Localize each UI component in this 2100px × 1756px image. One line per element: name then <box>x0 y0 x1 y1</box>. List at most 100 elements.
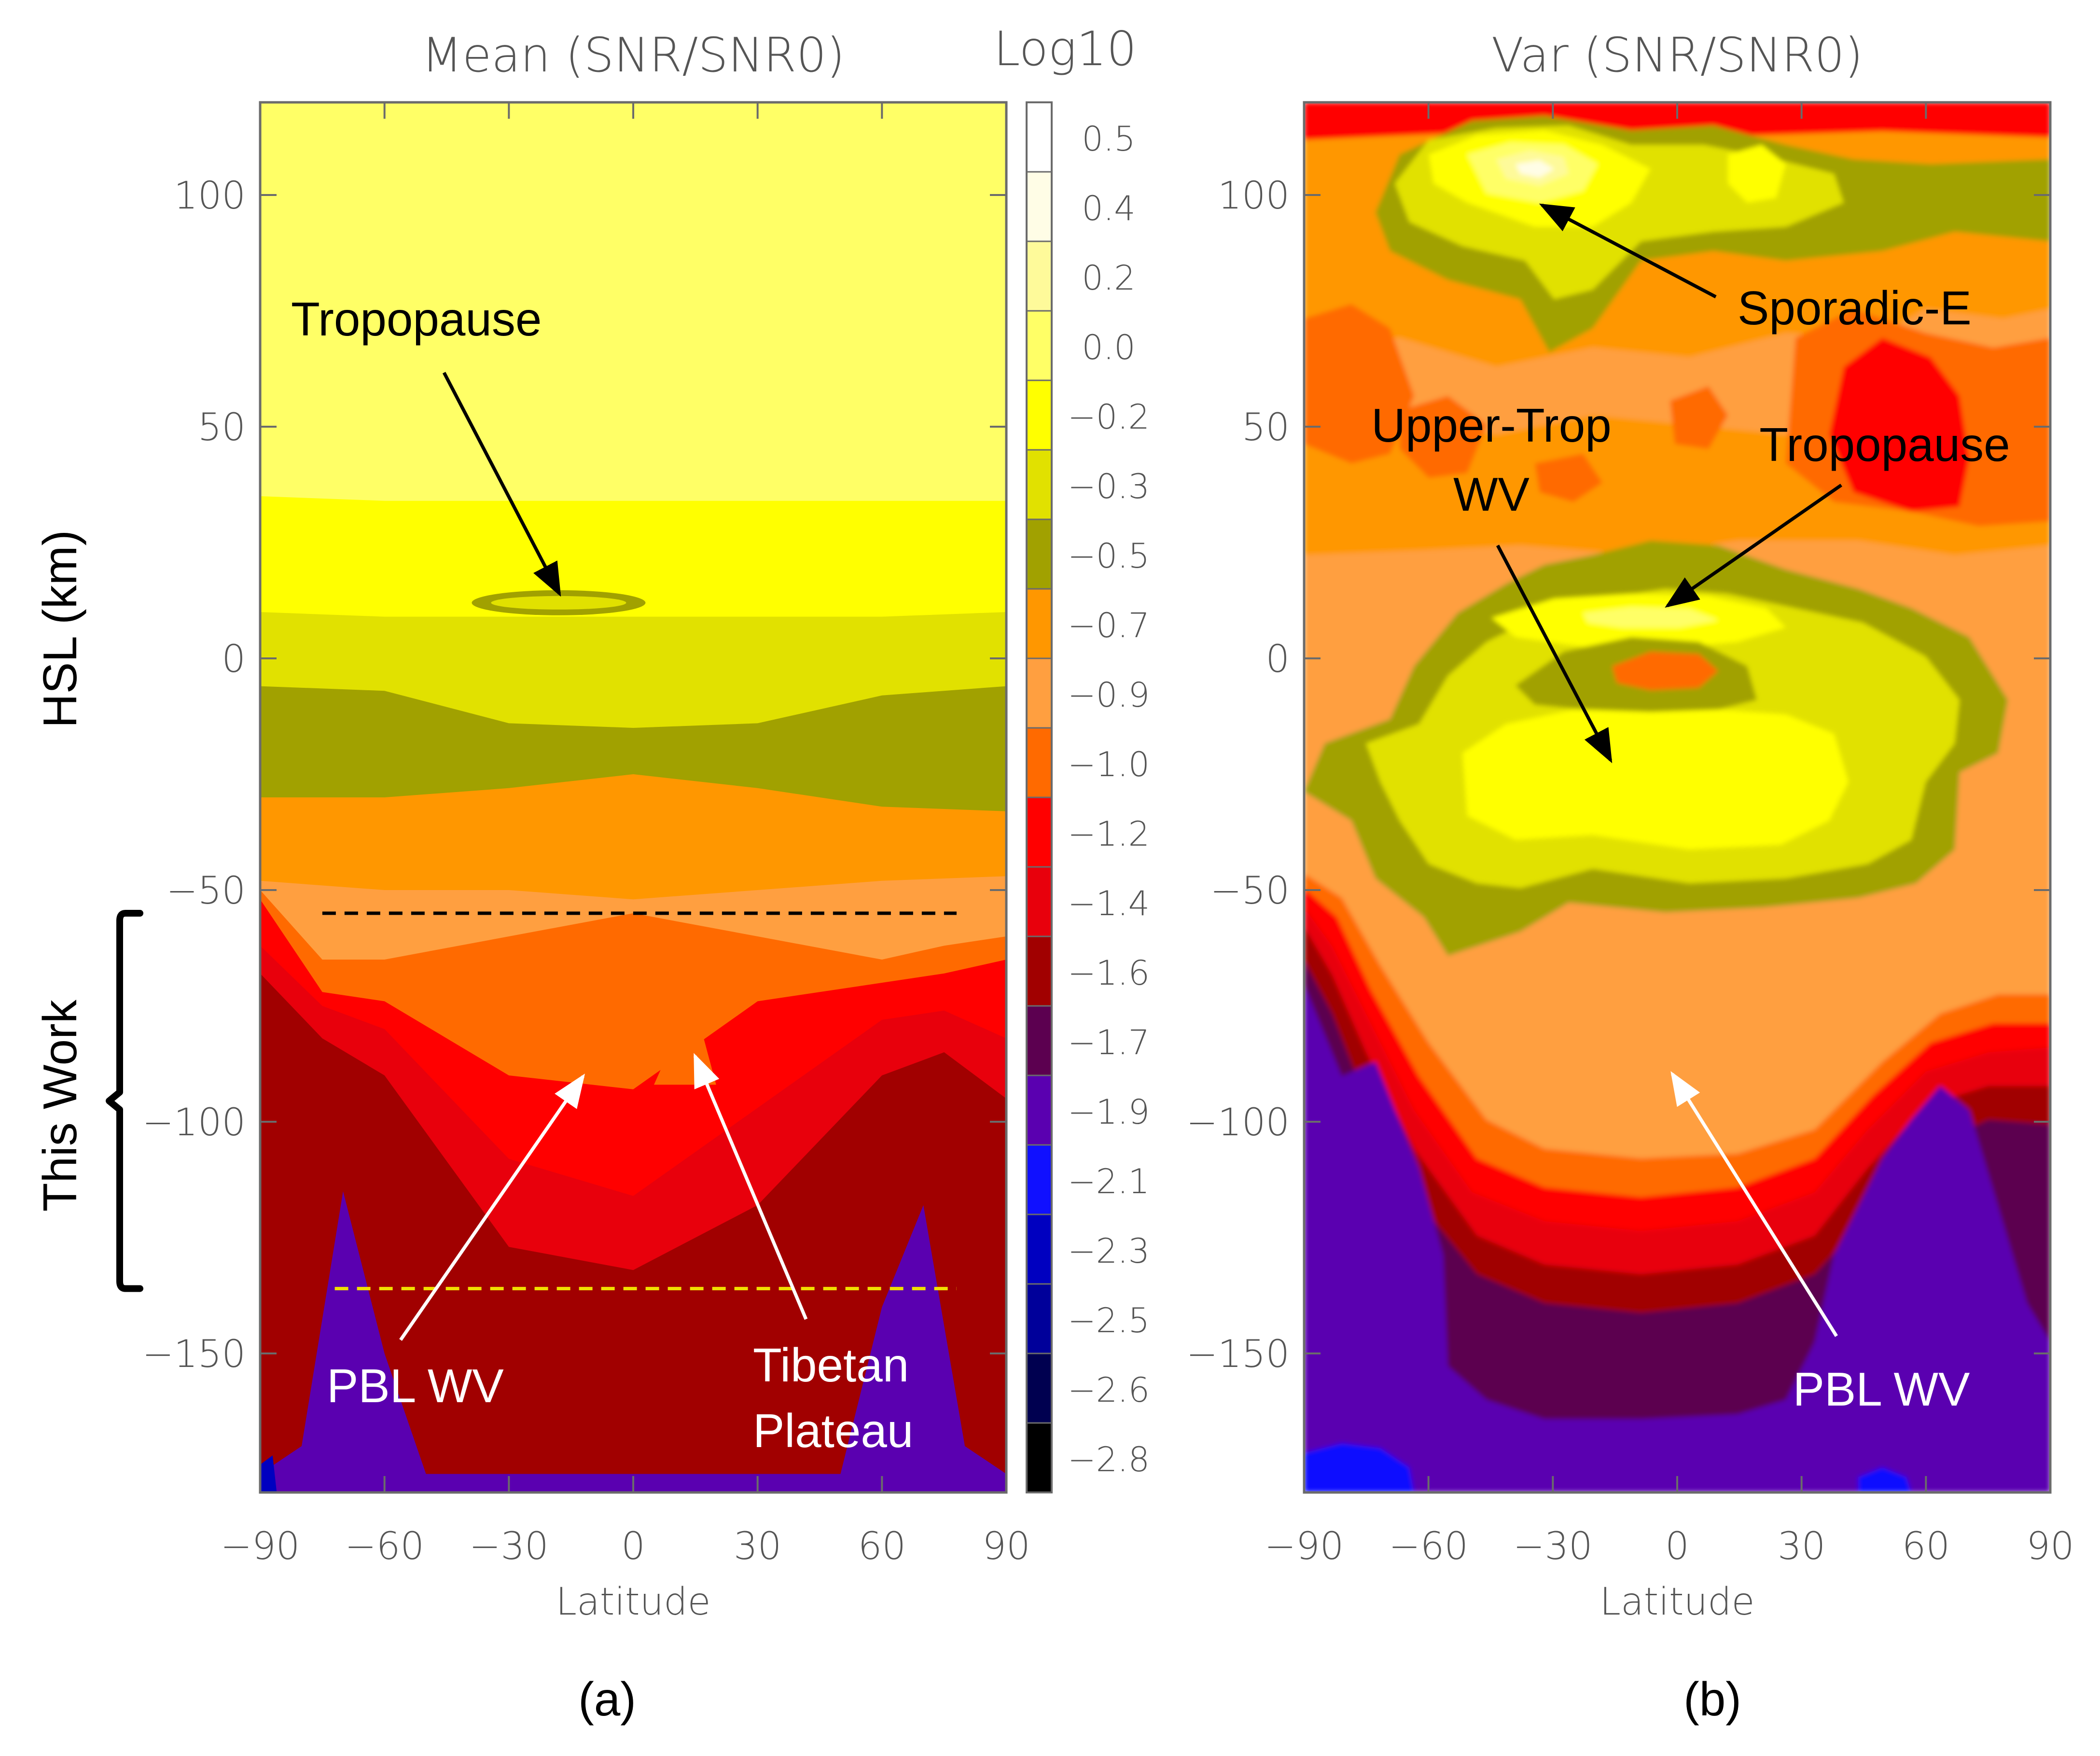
trop-lobe-neg0.2 <box>1462 705 1849 850</box>
annotation-pbl-wv-b: PBL WV <box>1793 1363 1970 1416</box>
panel-b-plot-area <box>1304 102 2050 1492</box>
ytick-label: −50 <box>166 869 246 913</box>
colorbar-swatch <box>1027 172 1052 242</box>
ytick-label: 100 <box>174 174 246 218</box>
ytick-label: −100 <box>142 1101 246 1144</box>
xtick-label: −30 <box>1513 1525 1593 1568</box>
xtick-label: 90 <box>982 1525 1030 1568</box>
colorbar-swatch <box>1027 589 1052 659</box>
upper-trop-wv-arrow <box>1496 544 1613 764</box>
colorbar-label: −0.3 <box>1068 467 1150 506</box>
colorbar-label: −0.7 <box>1068 606 1150 645</box>
xtick-label: −60 <box>345 1525 424 1568</box>
xtick-label: −90 <box>1265 1525 1344 1568</box>
panel-a-contour-field <box>260 102 1006 1492</box>
colorbar-label: −1.9 <box>1068 1092 1150 1132</box>
sporadic-e-arrow <box>1539 203 1717 299</box>
panel-b-title: Var (SNR/SNR0) <box>1491 28 1863 83</box>
this-work-bracket: This Work <box>33 910 143 1292</box>
xtick-label: 0 <box>1665 1525 1689 1568</box>
colorbar-swatch <box>1027 936 1052 1006</box>
colorbar-title: Log10 <box>994 22 1137 77</box>
panel-a: Mean (SNR/SNR0) 100 50 0 −50 −100 −150 −90 −60 −… <box>33 28 1030 1726</box>
ytick-label: 0 <box>222 638 246 681</box>
bracket-shape <box>106 910 143 1292</box>
hole-neg1.0 <box>1612 652 1718 690</box>
annotation-plateau: Plateau <box>753 1404 913 1457</box>
panel-a-xlabel: Latitude <box>556 1580 710 1624</box>
annotation-pbl-wv-a: PBL WV <box>327 1359 504 1412</box>
annotation-wv-b: WV <box>1453 468 1530 521</box>
panel-a-label: (a) <box>578 1672 636 1726</box>
pbl-neg2.1 <box>1304 1443 1911 1492</box>
xtick-label: 0 <box>621 1525 645 1568</box>
colorbar-swatch <box>1027 102 1052 172</box>
colorbar-labels: 0.5 0.4 0.2 0.0 −0.2 −0.3 −0.5 −0.7 −0.9 −1.0 −1.2… <box>1068 119 1150 1479</box>
colorbar-swatch <box>1027 1006 1052 1076</box>
sporadic-e-0.4 <box>1516 160 1554 178</box>
annotation-sporadic-e: Sporadic-E <box>1738 281 1972 334</box>
band-neg1.6 <box>260 973 1006 1492</box>
colorbar-swatch <box>1027 1423 1052 1493</box>
xtick-label: 30 <box>1778 1525 1825 1568</box>
colorbar-swatch <box>1027 658 1052 728</box>
colorbar-label: −2.6 <box>1068 1370 1150 1410</box>
tropopause-oval-inner <box>491 596 626 610</box>
panel-a-plot-area <box>260 102 1006 1492</box>
colorbar-swatch <box>1027 867 1052 937</box>
panel-b-axis-ticks: 100 50 0 −50 −100 −150 −90 −60 −30 0 30 60 90 <box>1186 102 2074 1568</box>
panel-b: Var (SNR/SNR0) <box>1186 28 2074 1726</box>
xtick-label: −30 <box>469 1525 549 1568</box>
xtick-label: 60 <box>1902 1525 1950 1568</box>
band-neg1.0-upper-mid <box>1400 386 1728 502</box>
xtick-label: 60 <box>858 1525 906 1568</box>
xtick-label: −90 <box>221 1525 300 1568</box>
annotation-tropopause-a: Tropopause <box>291 293 542 346</box>
ytick-label: −150 <box>142 1333 246 1376</box>
tibetan-plateau-arrow <box>693 1053 808 1320</box>
xtick-label: 90 <box>2026 1525 2074 1568</box>
panel-a-dashed-lines <box>322 911 957 1291</box>
colorbar-label: 0.4 <box>1082 189 1135 228</box>
tropopause-arrow-a <box>442 372 561 597</box>
colorbar-swatch <box>1027 728 1052 798</box>
colorbar-label: 0.0 <box>1082 328 1135 367</box>
colorbar-label: 0.5 <box>1082 119 1135 159</box>
band-neg1.2-right <box>1829 338 1969 512</box>
colorbar-label: −1.7 <box>1068 1023 1150 1062</box>
ytick-label: 50 <box>198 406 246 449</box>
colorbar-swatch <box>1027 1353 1052 1423</box>
panel-b-label: (b) <box>1683 1672 1741 1726</box>
annotation-tropopause-b: Tropopause <box>1759 418 2010 471</box>
panel-a-annotations: Tropopause PBL WV Tibetan Plateau <box>291 293 913 1457</box>
colorbar-swatches <box>1027 101 1052 1493</box>
annotation-tibetan: Tibetan <box>753 1338 909 1392</box>
colorbar-label: −2.5 <box>1068 1301 1150 1340</box>
tropopause-0.0 <box>1583 607 1718 627</box>
this-work-label: This Work <box>33 999 86 1212</box>
panel-a-ylabel: HSL (km) <box>33 530 86 728</box>
pbl-wv-arrow-a <box>399 1073 585 1341</box>
panel-b-annotations: Sporadic-E Upper-Trop WV Tropopause PBL … <box>1371 203 2010 1416</box>
xtick-label: 30 <box>734 1525 781 1568</box>
ytick-label: −50 <box>1210 869 1290 913</box>
panel-a-axis-ticks: 100 50 0 −50 −100 −150 −90 −60 −30 0 30 60 90 <box>142 102 1030 1568</box>
tropopause-arrow-b <box>1665 484 1842 608</box>
colorbar-swatch <box>1027 519 1052 589</box>
colorbar-swatch <box>1027 1075 1052 1145</box>
bottom-blue-speck <box>260 1455 277 1492</box>
colorbar-label: −1.6 <box>1068 953 1150 993</box>
colorbar-swatch <box>1027 1214 1052 1284</box>
colorbar-swatch <box>1027 1145 1052 1215</box>
colorbar-swatch <box>1027 450 1052 520</box>
pbl-wv-arrow-b <box>1670 1071 1838 1337</box>
colorbar-swatch <box>1027 797 1052 867</box>
pbl-neg1.9 <box>1304 985 2050 1492</box>
colorbar-label: −1.0 <box>1068 745 1150 784</box>
colorbar-label: −0.5 <box>1068 536 1150 576</box>
colorbar-label: −0.2 <box>1068 397 1150 437</box>
colorbar-swatch <box>1027 311 1052 381</box>
colorbar-swatch <box>1027 241 1052 311</box>
ytick-label: 100 <box>1218 174 1290 218</box>
